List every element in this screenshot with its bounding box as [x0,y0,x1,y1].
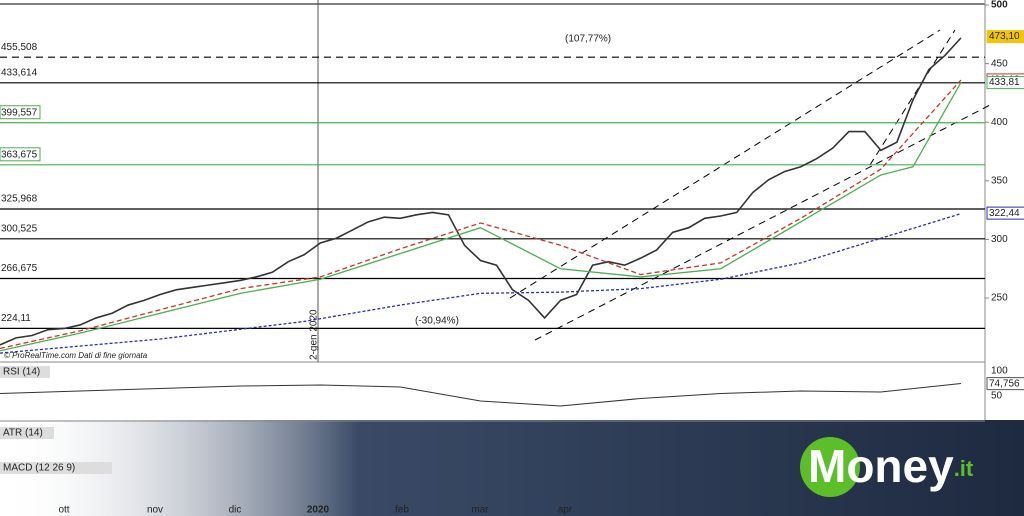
level-label: 433,614 [1,67,38,78]
y-tick-label: 400 [991,117,1008,128]
x-tick-label: feb [395,505,409,516]
logo: Money.it [808,440,974,492]
level-label: 399,557 [1,107,38,118]
price-tag [986,76,1024,90]
x-tick-label: mar [471,505,489,516]
series-line [0,383,962,407]
trend-channel [509,29,991,341]
level-label-bg [0,261,40,275]
price-tag [986,30,1024,44]
panel-title: RSI (14) [3,367,40,378]
level-label: 300,525 [1,223,38,234]
annotation: (107,77%) [565,34,611,45]
y-tick-label: 350 [991,175,1008,186]
level-label-bg [0,105,41,120]
level-label-bg [0,147,41,162]
source: © ProRealTime.com Dati di fine giornata [4,351,148,360]
series-line [0,79,962,350]
panel-title: ATR (14) [3,428,43,439]
y-tick-label: 300 [991,234,1008,245]
panel-title-bg [0,462,112,474]
x-tick-label: apr [558,505,573,516]
level-label-bg [0,65,40,79]
x-tick-label: nov [147,505,163,516]
level-label-bg [0,221,40,235]
series-line [0,213,962,354]
level-label-bg [0,311,40,325]
level-label: 224,11 [1,313,31,324]
x-tick-label: 2020 [307,505,330,516]
rsi-tick-label: 50 [991,391,1003,402]
level-label: 455,508 [1,42,38,53]
level-label: 266,675 [1,263,38,274]
y-tick-label: 500 [991,0,1008,11]
rsi-tick-label: 100 [991,366,1008,377]
logo-mark [800,437,860,497]
panel-title: MACD (12 26 9) [3,463,75,474]
date-label: 2-gen 2020 [309,309,320,360]
level-label-bg [0,191,40,205]
y-tick-label: 450 [991,58,1008,69]
price-tag-label: 433,81 [989,77,1020,88]
rsi-tag [986,377,1024,391]
y-tick-label: 250 [991,293,1008,304]
level-label: 363,675 [1,149,38,160]
rsi-tag-label: 74,756 [989,378,1020,389]
level-label: 325,968 [1,194,38,205]
price-tag-label: 473,10 [989,31,1020,42]
series-line [0,37,962,346]
x-tick-label: ott [58,505,69,516]
panel-title-bg [0,427,54,439]
price-tag [986,206,1024,220]
x-tick-label: dic [229,505,242,516]
annotation: (-30,94%) [415,316,459,327]
level-label-bg [0,40,40,54]
series-line [0,82,962,352]
panel-title-bg [0,366,50,378]
price-tag-label: 322,44 [989,208,1020,219]
